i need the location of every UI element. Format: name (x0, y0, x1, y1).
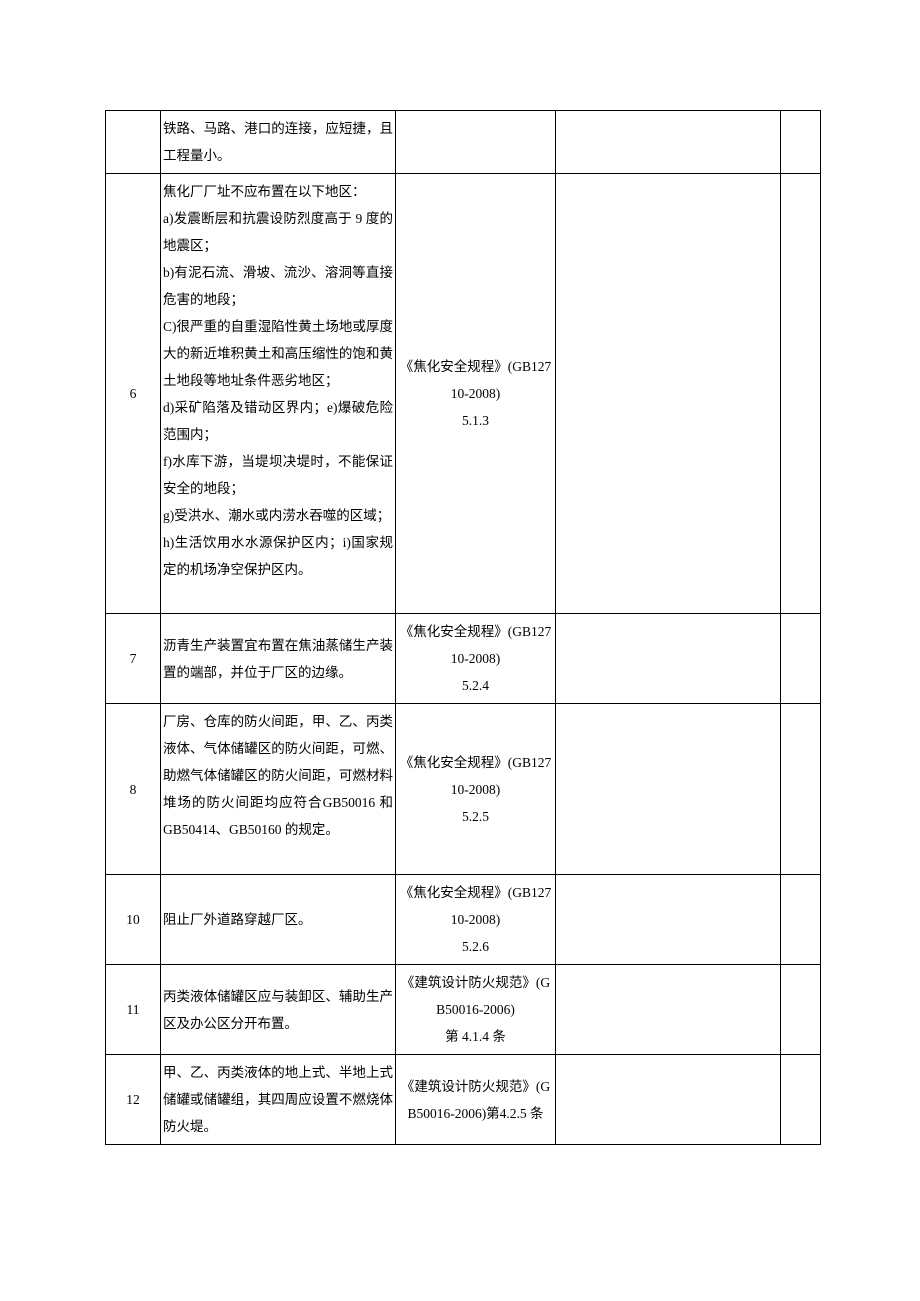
row-empty-1 (556, 875, 781, 965)
row-description: 阻止厂外道路穿越厂区。 (161, 875, 396, 965)
row-number: 6 (106, 174, 161, 614)
row-empty-1 (556, 1055, 781, 1145)
row-empty-2 (781, 704, 821, 875)
row-empty-2 (781, 174, 821, 614)
table-row: 6焦化厂厂址不应布置在以下地区：a)发震断层和抗震设防烈度高于 9 度的地震区；… (106, 174, 821, 614)
row-empty-2 (781, 965, 821, 1055)
row-empty-1 (556, 965, 781, 1055)
row-number: 10 (106, 875, 161, 965)
row-reference (396, 111, 556, 174)
row-number: 8 (106, 704, 161, 875)
row-empty-1 (556, 111, 781, 174)
row-number: 7 (106, 614, 161, 704)
table-row: 8厂房、仓库的防火间距，甲、乙、丙类液体、气体储罐区的防火间距，可燃、助燃气体储… (106, 704, 821, 875)
row-description: 甲、乙、丙类液体的地上式、半地上式储罐或储罐组，其四周应设置不燃烧体防火堤。 (161, 1055, 396, 1145)
row-empty-1 (556, 704, 781, 875)
row-reference: 《焦化安全规程》(GB12710-2008)5.2.6 (396, 875, 556, 965)
row-empty-2 (781, 1055, 821, 1145)
row-number (106, 111, 161, 174)
row-description: 丙类液体储罐区应与装卸区、辅助生产区及办公区分开布置。 (161, 965, 396, 1055)
document-page: 铁路、马路、港口的连接，应短捷，且工程量小。6焦化厂厂址不应布置在以下地区：a)… (0, 0, 920, 1255)
row-reference: 《焦化安全规程》(GB12710-2008)5.2.4 (396, 614, 556, 704)
row-reference: 《焦化安全规程》(GB12710-2008)5.1.3 (396, 174, 556, 614)
row-description: 沥青生产装置宜布置在焦油蒸储生产装置的端部，并位于厂区的边缘。 (161, 614, 396, 704)
table-row: 7沥青生产装置宜布置在焦油蒸储生产装置的端部，并位于厂区的边缘。《焦化安全规程》… (106, 614, 821, 704)
row-description: 铁路、马路、港口的连接，应短捷，且工程量小。 (161, 111, 396, 174)
row-reference: 《焦化安全规程》(GB12710-2008)5.2.5 (396, 704, 556, 875)
row-number: 12 (106, 1055, 161, 1145)
row-empty-2 (781, 875, 821, 965)
row-empty-1 (556, 614, 781, 704)
row-empty-2 (781, 111, 821, 174)
row-description: 厂房、仓库的防火间距，甲、乙、丙类液体、气体储罐区的防火间距，可燃、助燃气体储罐… (161, 704, 396, 875)
row-number: 11 (106, 965, 161, 1055)
row-reference: 《建筑设计防火规范》(GB50016-2006)第 4.1.4 条 (396, 965, 556, 1055)
table-row: 10阻止厂外道路穿越厂区。《焦化安全规程》(GB12710-2008)5.2.6 (106, 875, 821, 965)
table-row: 11丙类液体储罐区应与装卸区、辅助生产区及办公区分开布置。《建筑设计防火规范》(… (106, 965, 821, 1055)
row-description: 焦化厂厂址不应布置在以下地区：a)发震断层和抗震设防烈度高于 9 度的地震区；b… (161, 174, 396, 614)
row-empty-2 (781, 614, 821, 704)
row-empty-1 (556, 174, 781, 614)
row-reference: 《建筑设计防火规范》(GB50016-2006)第4.2.5 条 (396, 1055, 556, 1145)
regulations-table: 铁路、马路、港口的连接，应短捷，且工程量小。6焦化厂厂址不应布置在以下地区：a)… (105, 110, 821, 1145)
table-row: 12甲、乙、丙类液体的地上式、半地上式储罐或储罐组，其四周应设置不燃烧体防火堤。… (106, 1055, 821, 1145)
table-body: 铁路、马路、港口的连接，应短捷，且工程量小。6焦化厂厂址不应布置在以下地区：a)… (106, 111, 821, 1145)
table-row: 铁路、马路、港口的连接，应短捷，且工程量小。 (106, 111, 821, 174)
